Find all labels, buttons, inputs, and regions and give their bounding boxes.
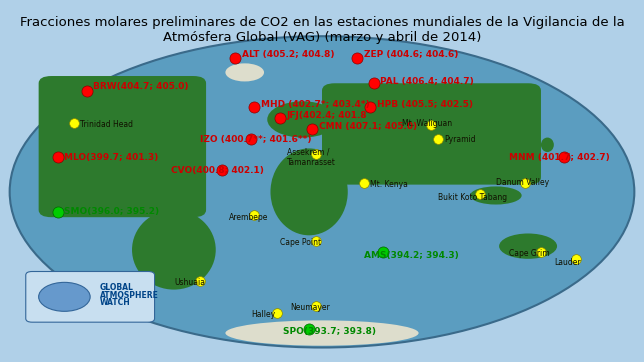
- Text: JFJ(402.4; 401.8: JFJ(402.4; 401.8: [287, 111, 367, 120]
- Ellipse shape: [325, 138, 383, 167]
- Text: SMO(396.0; 395.2): SMO(396.0; 395.2): [64, 207, 160, 216]
- Ellipse shape: [225, 63, 264, 81]
- Text: MLO(399.7; 401.3): MLO(399.7; 401.3): [64, 153, 158, 162]
- FancyBboxPatch shape: [322, 83, 541, 185]
- Text: Bukit Koto Tabang: Bukit Koto Tabang: [438, 193, 507, 202]
- Text: Mt. Waliguan: Mt. Waliguan: [402, 119, 453, 127]
- Ellipse shape: [270, 148, 348, 235]
- Ellipse shape: [267, 101, 338, 138]
- Ellipse shape: [10, 36, 634, 348]
- Ellipse shape: [499, 233, 557, 259]
- Text: Ushuaia: Ushuaia: [174, 278, 205, 287]
- Ellipse shape: [225, 320, 419, 346]
- Text: MHD (402.7*; 403.4*): MHD (402.7*; 403.4*): [261, 101, 370, 109]
- Text: Neumayer: Neumayer: [290, 303, 330, 312]
- Text: Assekrem /
Tamanrasset: Assekrem / Tamanrasset: [287, 148, 336, 167]
- Text: Cape Point: Cape Point: [280, 238, 321, 247]
- Text: Halley: Halley: [251, 311, 275, 319]
- Text: Danum Valley: Danum Valley: [496, 178, 549, 187]
- Text: ALT (405.2; 404.8): ALT (405.2; 404.8): [242, 50, 334, 59]
- Text: ZEP (404.6; 404.6): ZEP (404.6; 404.6): [364, 50, 459, 59]
- Ellipse shape: [132, 210, 216, 290]
- Text: PAL (406.4; 404.7): PAL (406.4; 404.7): [380, 77, 474, 86]
- Text: Mt. Kenya: Mt. Kenya: [370, 180, 408, 189]
- Text: BRW(404.7; 405.0): BRW(404.7; 405.0): [93, 83, 189, 91]
- Text: Cape Grim: Cape Grim: [509, 249, 549, 258]
- Text: CVO(400.8; 402.1): CVO(400.8; 402.1): [171, 166, 263, 174]
- Text: Arembepe: Arembepe: [229, 213, 268, 222]
- Text: HPB (405.5; 402.5): HPB (405.5; 402.5): [377, 101, 473, 109]
- Text: CMN (407.1; 405.0): CMN (407.1; 405.0): [319, 122, 417, 131]
- Text: GLOBAL: GLOBAL: [100, 283, 134, 292]
- Text: Trinidad Head: Trinidad Head: [80, 121, 133, 129]
- Text: AMS(394.2; 394.3): AMS(394.2; 394.3): [364, 251, 459, 260]
- Circle shape: [39, 282, 90, 311]
- Text: Pyramid: Pyramid: [444, 135, 476, 144]
- Text: ATMOSPHERE: ATMOSPHERE: [100, 291, 158, 299]
- Ellipse shape: [470, 186, 522, 205]
- Ellipse shape: [541, 138, 554, 152]
- FancyBboxPatch shape: [26, 272, 155, 322]
- Text: Lauder: Lauder: [554, 258, 580, 267]
- Text: WATCH: WATCH: [100, 298, 131, 307]
- Text: SPO(393.7; 393.8): SPO(393.7; 393.8): [283, 327, 376, 336]
- Text: MNM (401.7; 402.7): MNM (401.7; 402.7): [509, 153, 609, 162]
- Text: IZO (400.7**; 401.6**): IZO (400.7**; 401.6**): [200, 135, 311, 144]
- Text: Fracciones molares preliminares de CO2 en las estaciones mundiales de la Vigilan: Fracciones molares preliminares de CO2 e…: [19, 16, 625, 44]
- FancyBboxPatch shape: [39, 76, 206, 217]
